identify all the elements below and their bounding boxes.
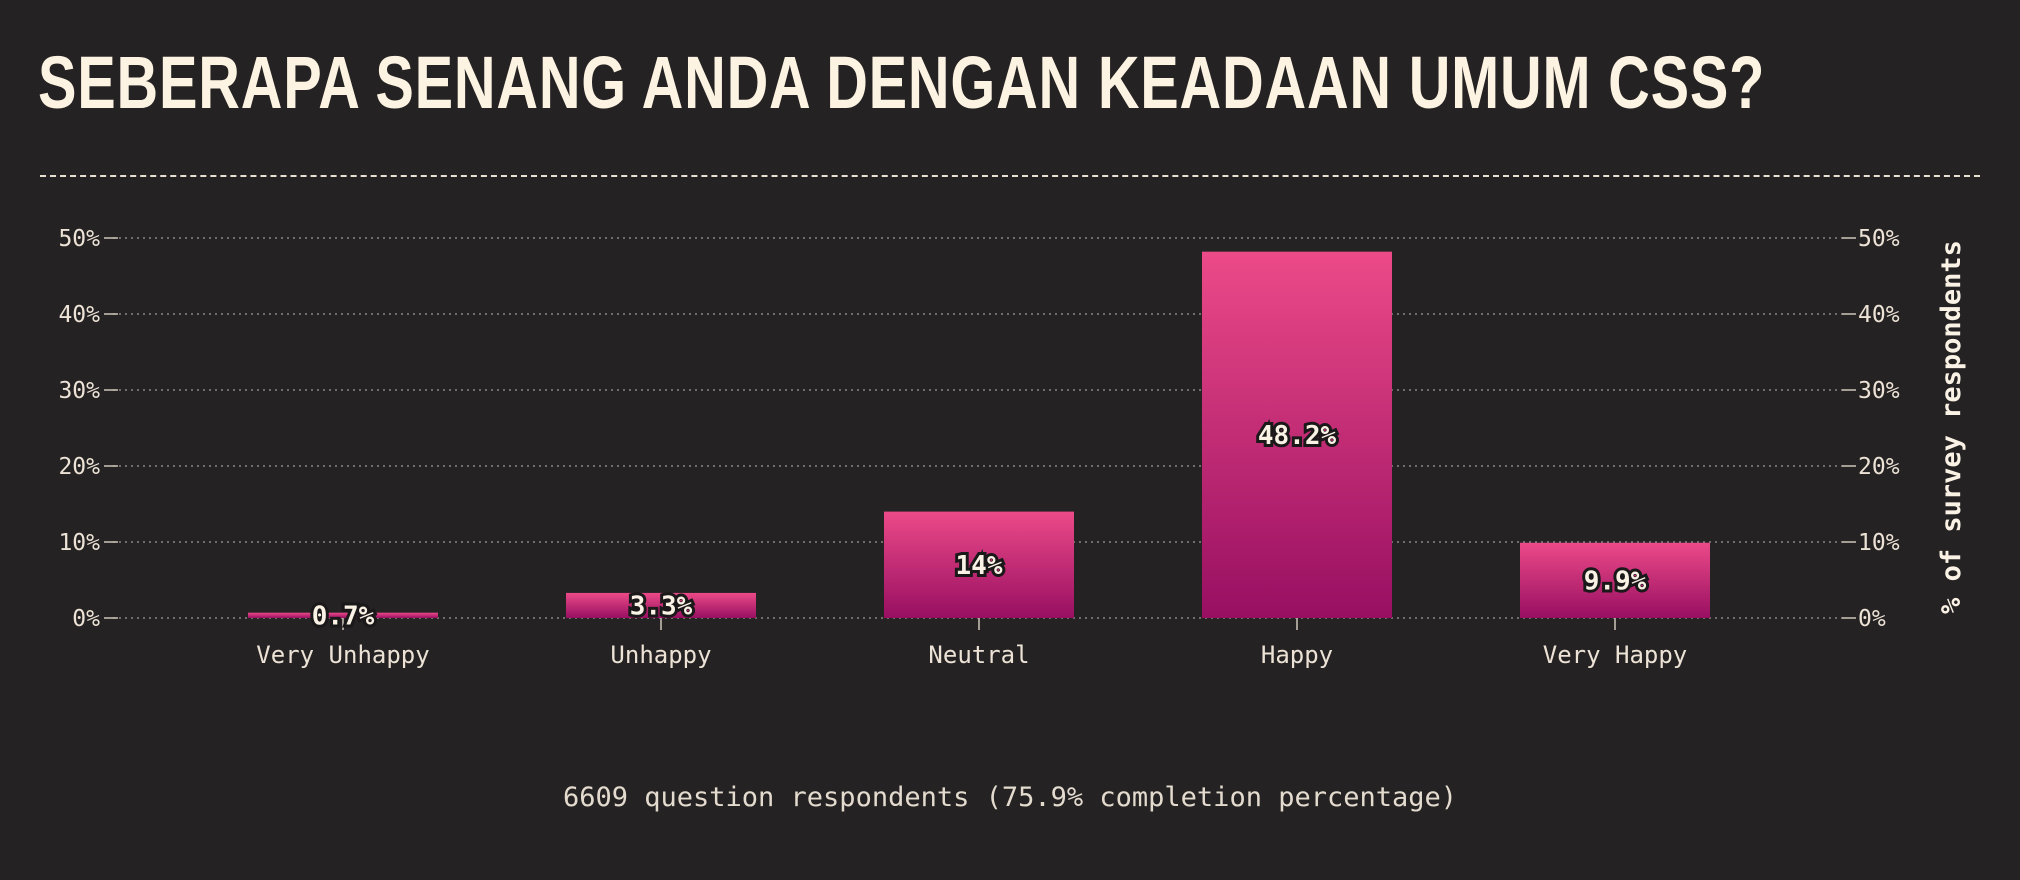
y-axis-left: 0% 10% 20% 30% 40% 50%	[58, 226, 118, 632]
y-tick-label-right: 30%	[1858, 378, 1900, 404]
bar-very-unhappy	[248, 612, 438, 618]
y-tick-label-right: 10%	[1858, 530, 1900, 556]
bar-value-label: 0.7%	[312, 601, 375, 631]
value-labels: 0.7% 3.3% 14% 48.2% 9.9%	[309, 418, 1650, 635]
title-divider	[40, 175, 1980, 177]
bar-value-label: 48.2%	[1258, 421, 1337, 451]
y-tick-label-right: 40%	[1858, 302, 1900, 328]
x-tick-label: Unhappy	[610, 641, 711, 669]
x-tick-label: Very Happy	[1543, 641, 1688, 669]
y-tick-label-left: 30%	[58, 378, 100, 404]
bar-value-label: 9.9%	[1584, 566, 1647, 596]
y-tick-label-right: 0%	[1858, 606, 1886, 632]
y-tick-label-left: 40%	[58, 302, 100, 328]
chart-title: SEBERAPA SENANG ANDA DENGAN KEADAAN UMUM…	[38, 41, 1766, 124]
bar-happy	[1202, 251, 1392, 618]
y-tick-label-left: 10%	[58, 530, 100, 556]
y-axis-right: 0% 10% 20% 30% 40% 50%	[1842, 226, 1900, 632]
bar-value-label: 3.3%	[630, 591, 693, 621]
bar-chart: 0% 10% 20% 30% 40% 50% 0% 10% 20% 30% 40% 50% Very…	[58, 226, 1967, 669]
x-tick-label: Neutral	[928, 641, 1029, 669]
bar-value-label: 14%	[956, 551, 1003, 581]
bar-neutral	[884, 511, 1074, 618]
y-tick-label-left: 0%	[72, 606, 100, 632]
y-axis-title: % of survey respondents	[1936, 240, 1967, 614]
y-tick-label-left: 20%	[58, 454, 100, 480]
x-tick-label: Happy	[1261, 641, 1333, 669]
y-tick-label-right: 20%	[1858, 454, 1900, 480]
y-tick-label-left: 50%	[58, 226, 100, 252]
y-tick-label-right: 50%	[1858, 226, 1900, 252]
bar-unhappy	[566, 592, 756, 618]
x-axis: Very Unhappy Unhappy Neutral Happy Very Happ…	[256, 618, 1687, 669]
bars	[248, 251, 1710, 618]
respondents-footnote: 6609 question respondents (75.9% complet…	[562, 782, 1458, 813]
x-tick-label: Very Unhappy	[256, 641, 429, 669]
bar-very-happy	[1520, 542, 1710, 618]
